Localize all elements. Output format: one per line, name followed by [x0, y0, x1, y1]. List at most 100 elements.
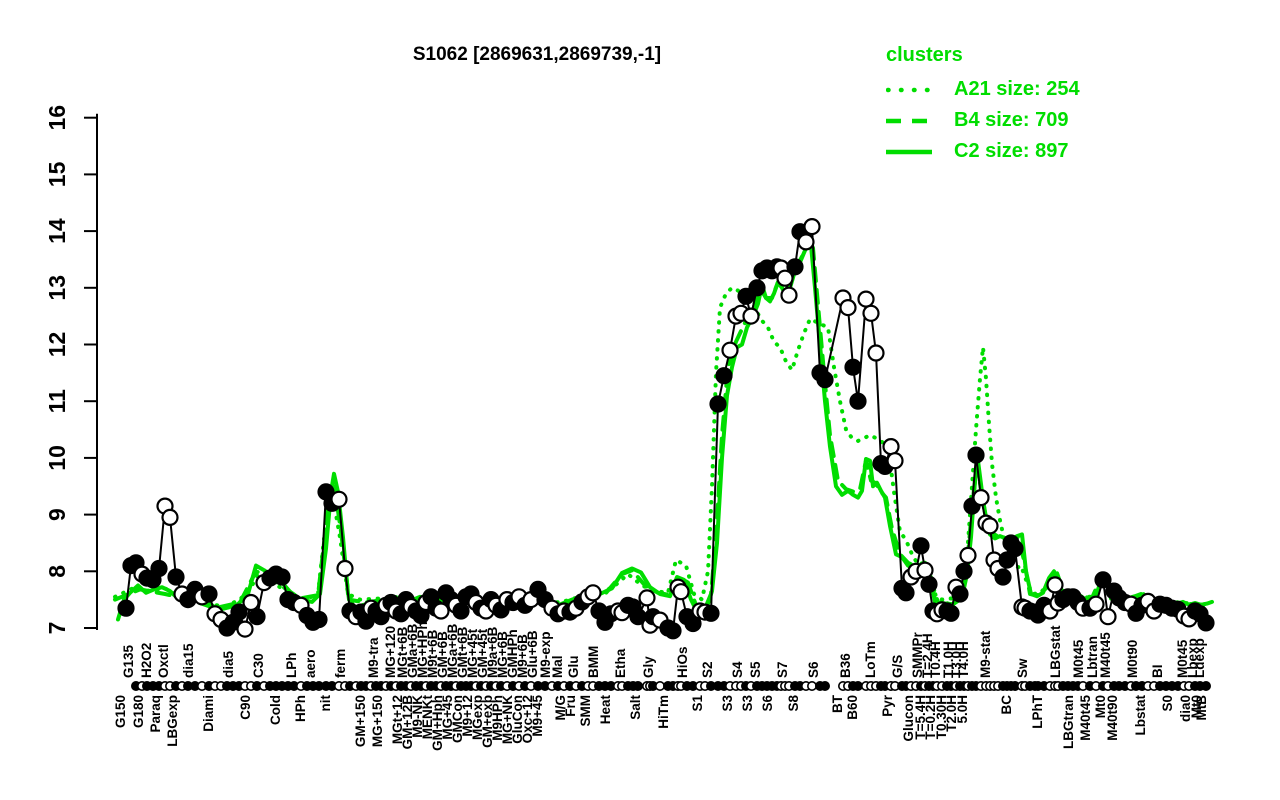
- x-label-bottom: C90: [238, 695, 253, 720]
- x-label-top: M9-tra: [366, 637, 381, 678]
- x-label-bottom: GMCon: [450, 695, 465, 743]
- x-label-bottom: B60: [845, 695, 860, 720]
- data-point-filled: [737, 287, 755, 305]
- x-label-top: M9a+6B: [485, 626, 500, 678]
- x-label-top: MGt+6B: [395, 626, 410, 678]
- data-point-filled: [1094, 571, 1112, 589]
- x-label-bottom: Mt0: [1093, 695, 1108, 718]
- x-label-top: M0t45: [1071, 639, 1086, 678]
- y-tick-label: 11: [44, 389, 70, 414]
- x-label-bottom: M9HPh: [490, 695, 505, 741]
- x-label-top: M9-stat: [978, 630, 993, 678]
- data-point-filled: [709, 395, 727, 413]
- y-tick-label: 13: [44, 275, 70, 301]
- x-label-bottom: GM+Hph: [430, 695, 445, 751]
- legend-entry-c2: C2 size: 897: [886, 136, 1080, 167]
- x-label-top: S2: [700, 661, 715, 678]
- data-point-filled: [912, 537, 930, 555]
- data-point-open: [336, 559, 354, 578]
- data-point-open: [867, 344, 885, 362]
- x-label-bottom: GluCon: [510, 695, 525, 744]
- x-label-top: MG+HPh: [415, 621, 430, 678]
- x-label-top: M0t90: [1125, 640, 1140, 678]
- x-label-top: C30: [251, 653, 266, 678]
- x-label-top: MG+45t: [465, 628, 480, 678]
- x-label-top: aero: [303, 649, 318, 678]
- data-point-filled: [200, 585, 218, 603]
- data-point-filled: [684, 614, 702, 633]
- condition-strip-symbol: [806, 680, 817, 691]
- gene-profile-line: [125, 225, 1207, 632]
- data-point-open: [161, 508, 179, 527]
- dashed-line-sample: [886, 118, 932, 123]
- x-label-top: GM+45t: [475, 628, 490, 678]
- x-label-bottom: S1: [690, 695, 705, 712]
- x-label-bottom: GM+12B: [400, 695, 415, 750]
- x-label-bottom: MENKt: [420, 695, 435, 740]
- x-label-bottom: Lbstat: [1133, 694, 1148, 735]
- x-label-top: M40t45: [1098, 632, 1113, 678]
- data-point-filled: [664, 622, 682, 640]
- x-label-bottom: MG+NK: [500, 695, 515, 744]
- x-label-top: LoTm: [863, 641, 878, 678]
- x-label-top: MG+6B: [495, 631, 510, 678]
- x-label-bottom: HPh: [293, 695, 308, 722]
- x-label-top: LPh: [284, 653, 299, 679]
- y-tick-label: 9: [44, 508, 70, 521]
- x-label-bottom: Diami: [201, 695, 216, 732]
- y-tick-label: 10: [44, 445, 70, 471]
- data-point-open: [1087, 595, 1105, 613]
- x-label-top: dia5: [221, 650, 236, 678]
- data-point-open: [972, 489, 990, 507]
- x-label-bottom: T=5.4H: [913, 695, 928, 740]
- dotted-line-sample: [886, 87, 932, 92]
- data-point-open: [780, 286, 798, 304]
- cluster-line-b4: [113, 234, 1214, 613]
- x-label-bottom: M9-NK: [410, 695, 425, 738]
- condition-strip-symbol: [852, 680, 863, 691]
- x-label-bottom: Glucon: [901, 695, 916, 742]
- data-point-filled: [117, 599, 135, 617]
- x-label-bottom: G150: [113, 695, 128, 728]
- legend-entry-a21: A21 size: 254: [886, 74, 1080, 105]
- x-label-top: MG+120: [383, 626, 398, 678]
- x-label-bottom: dia0: [1178, 695, 1193, 722]
- data-point-filled: [452, 602, 470, 620]
- legend-entry-label: C2 size: 897: [954, 140, 1069, 162]
- x-label-top: SMMPr: [910, 632, 925, 679]
- condition-strip-symbol: [1201, 680, 1212, 691]
- legend-entry-label: B4 size: 709: [954, 109, 1069, 131]
- x-label-bottom: MGt+12: [390, 695, 405, 744]
- y-tick-label: 8: [44, 565, 70, 578]
- data-point-filled: [702, 604, 720, 622]
- x-label-top: Mal: [550, 655, 565, 678]
- x-label-top: M0t45: [1175, 639, 1190, 678]
- x-label-top: ferm: [333, 649, 348, 678]
- x-label-bottom: T0.30H: [934, 695, 949, 739]
- data-point-filled: [951, 585, 969, 603]
- x-label-top: S5: [748, 661, 763, 678]
- x-label-bottom: S3: [740, 695, 755, 712]
- x-label-top: GM+6B: [435, 631, 450, 678]
- x-label-top: M9t+6B: [425, 629, 440, 678]
- x-label-top: BI: [1150, 665, 1165, 679]
- data-point-filled: [849, 392, 867, 410]
- x-label-top: T3.0H: [949, 641, 964, 678]
- data-point-open: [839, 299, 857, 317]
- data-point-open: [981, 517, 999, 535]
- data-point-filled: [1006, 539, 1024, 558]
- x-label-bottom: Oxc+12: [520, 695, 535, 743]
- data-point-filled: [816, 371, 834, 389]
- x-label-top: dia15: [181, 643, 196, 678]
- data-point-filled: [955, 562, 973, 580]
- x-label-top: GMt+6B: [455, 626, 470, 678]
- x-label-top: M9-exp: [538, 631, 553, 678]
- y-tick-label: 15: [44, 161, 70, 187]
- x-label-top: B36: [838, 653, 853, 678]
- data-point-filled: [310, 610, 328, 629]
- data-point-filled: [994, 568, 1012, 586]
- data-point-open: [882, 438, 900, 456]
- x-label-bottom: S0: [1160, 695, 1175, 712]
- x-label-bottom: M40t45: [1078, 695, 1093, 741]
